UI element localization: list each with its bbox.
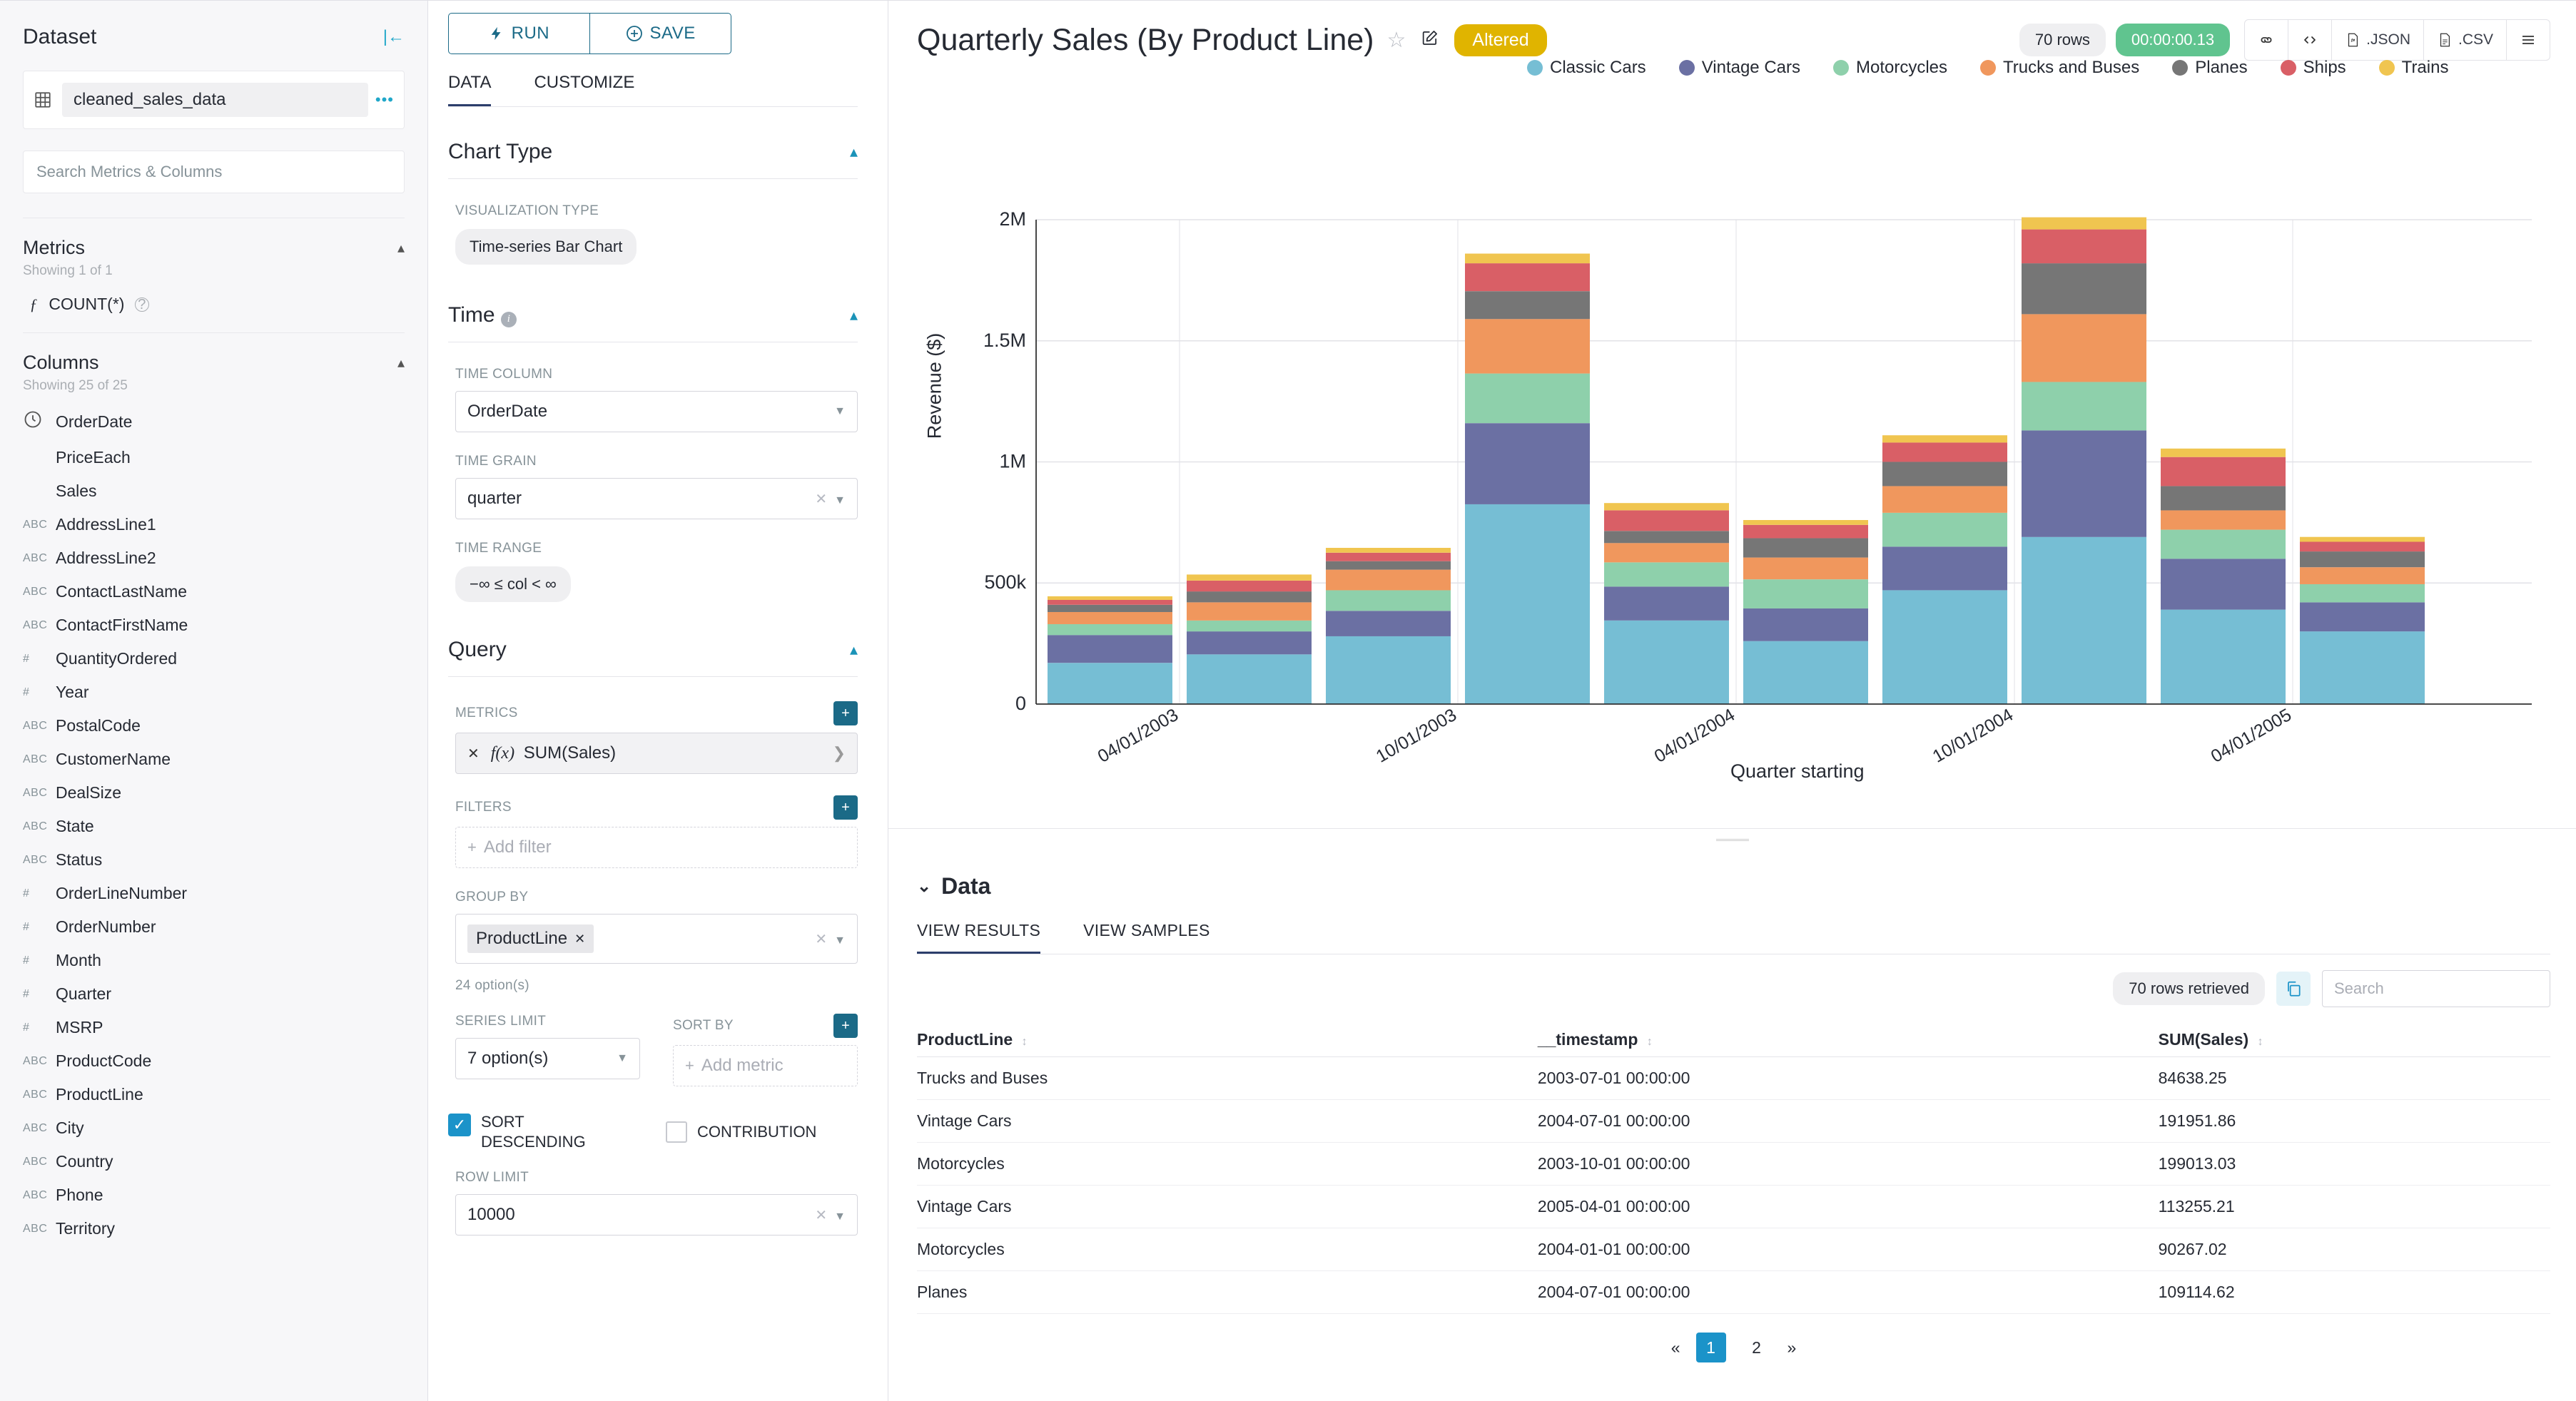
svg-text:0: 0 — [1015, 693, 1026, 714]
svg-text:500k: 500k — [984, 571, 1026, 593]
svg-text:04/01/2005: 04/01/2005 — [2208, 705, 2295, 767]
svg-text:1.5M: 1.5M — [983, 330, 1026, 351]
svg-text:04/01/2004: 04/01/2004 — [1651, 705, 1738, 767]
svg-text:2M: 2M — [999, 208, 1026, 230]
svg-text:04/01/2003: 04/01/2003 — [1095, 705, 1182, 767]
svg-text:10/01/2004: 10/01/2004 — [1930, 705, 2017, 767]
svg-text:10/01/2003: 10/01/2003 — [1373, 705, 1460, 767]
svg-text:1M: 1M — [999, 451, 1026, 472]
